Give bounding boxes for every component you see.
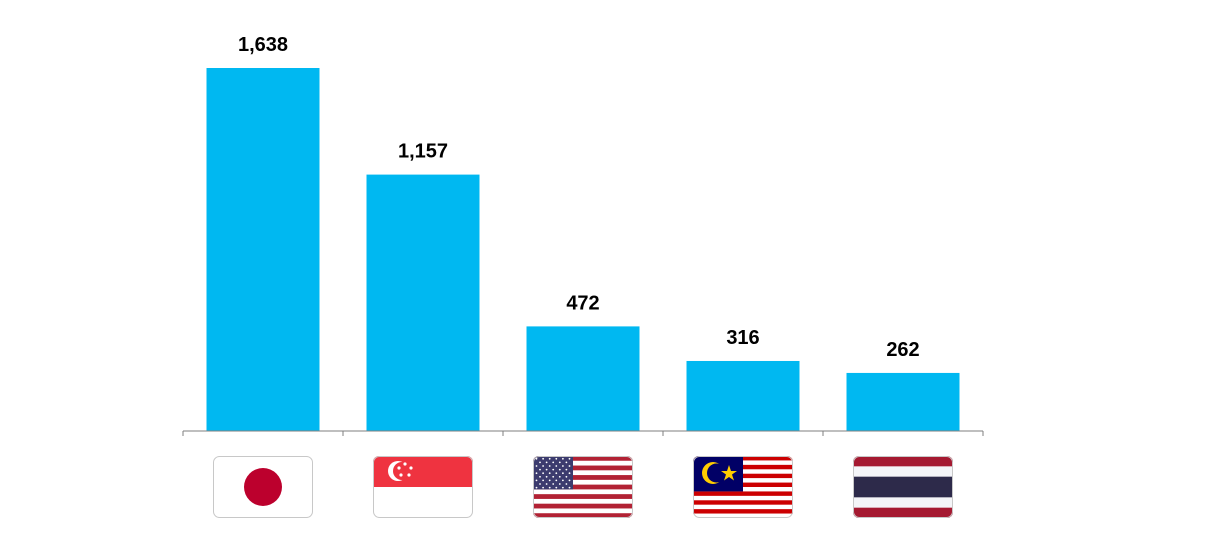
x-axis xyxy=(182,430,984,436)
data-label: 316 xyxy=(726,327,759,349)
category-flags xyxy=(213,456,953,518)
data-label: 262 xyxy=(886,339,919,361)
data-label: 1,638 xyxy=(238,34,288,56)
value-labels-layer: 1,638 1,157 472 316 262 xyxy=(238,34,920,361)
bar-malaysia xyxy=(686,360,800,431)
japan-flag-icon xyxy=(213,456,313,518)
bar-united-states xyxy=(526,326,640,431)
thailand-flag-icon xyxy=(853,456,953,518)
bar-japan xyxy=(206,68,320,431)
singapore-flag-icon xyxy=(373,456,473,518)
malaysia-flag-icon xyxy=(693,456,793,518)
data-label: 472 xyxy=(566,292,599,314)
data-label: 1,157 xyxy=(398,141,448,163)
bar-thailand xyxy=(846,372,960,431)
bar-singapore xyxy=(366,174,480,431)
bars-layer xyxy=(206,68,960,431)
usa-flag-icon xyxy=(533,456,633,518)
